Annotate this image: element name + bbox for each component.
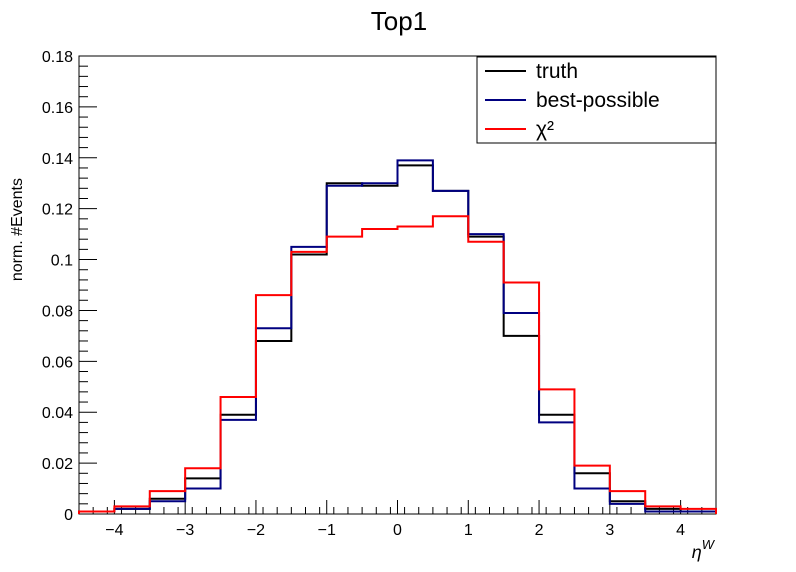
legend-entry-label: χ² — [536, 118, 554, 141]
y-tick-label: 0.04 — [42, 405, 73, 422]
y-tick-label: 0.12 — [42, 202, 73, 219]
y-axis: 0 0.02 0.04 0.06 0.08 0.1 0.12 0.14 0.16 0.18 — [42, 49, 97, 524]
x-tick-label: −2 — [247, 522, 265, 539]
y-tick-label: 0.08 — [42, 303, 73, 320]
histogram-step-line — [78, 164, 717, 514]
histogram-step-line — [78, 215, 717, 514]
x-axis-label: ηW — [692, 537, 716, 562]
x-tick-label: −1 — [318, 522, 336, 539]
legend: truth best-possible χ² — [476, 56, 717, 144]
legend-entry-label: best-possible — [536, 89, 660, 112]
y-tick-label: 0.18 — [42, 49, 73, 66]
y-axis-label: norm. #Events — [9, 178, 26, 281]
y-tick-label: 0.06 — [42, 354, 73, 371]
x-tick-label: 3 — [605, 522, 614, 539]
y-tick-label: 0.1 — [51, 253, 73, 270]
y-tick-label: 0.02 — [42, 456, 73, 473]
x-tick-label: −4 — [105, 522, 123, 539]
series-- — [78, 215, 717, 514]
series-truth — [78, 164, 717, 514]
y-tick-label: 0 — [64, 507, 73, 524]
y-tick-label: 0.14 — [42, 151, 73, 168]
x-tick-label: 0 — [393, 522, 402, 539]
histogram-step-line — [78, 159, 717, 514]
x-tick-label: 2 — [535, 522, 544, 539]
x-axis: −4 −3 −2 −1 0 1 2 3 4 — [78, 500, 717, 539]
chart-title: Top1 — [371, 6, 427, 36]
x-tick-label: 4 — [676, 522, 685, 539]
series-best-possible — [78, 159, 717, 514]
legend-entry-label: truth — [536, 60, 578, 83]
x-tick-label: −3 — [176, 522, 194, 539]
series-layer — [78, 159, 717, 514]
y-tick-label: 0.16 — [42, 100, 73, 117]
x-tick-label: 1 — [464, 522, 473, 539]
